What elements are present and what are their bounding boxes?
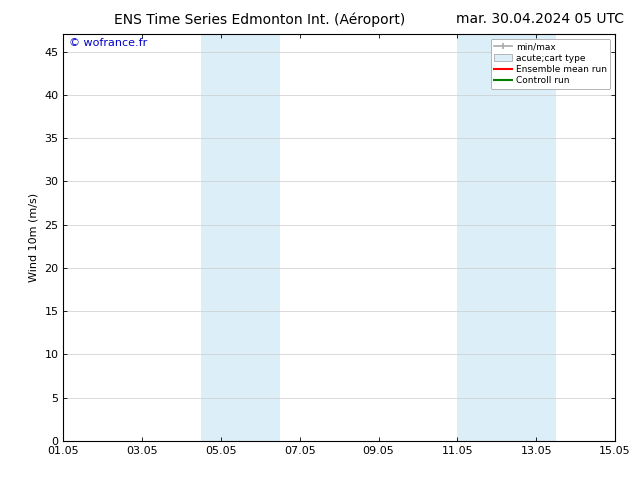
- Text: ENS Time Series Edmonton Int. (Aéroport): ENS Time Series Edmonton Int. (Aéroport): [114, 12, 405, 27]
- Y-axis label: Wind 10m (m/s): Wind 10m (m/s): [29, 193, 39, 282]
- Text: mar. 30.04.2024 05 UTC: mar. 30.04.2024 05 UTC: [456, 12, 624, 26]
- Bar: [202, 34, 231, 441]
- Legend: min/max, acute;cart type, Ensemble mean run, Controll run: min/max, acute;cart type, Ensemble mean …: [491, 39, 611, 89]
- Bar: [487, 34, 556, 441]
- Bar: [457, 34, 487, 441]
- Text: © wofrance.fr: © wofrance.fr: [69, 38, 147, 49]
- Bar: [231, 34, 280, 441]
